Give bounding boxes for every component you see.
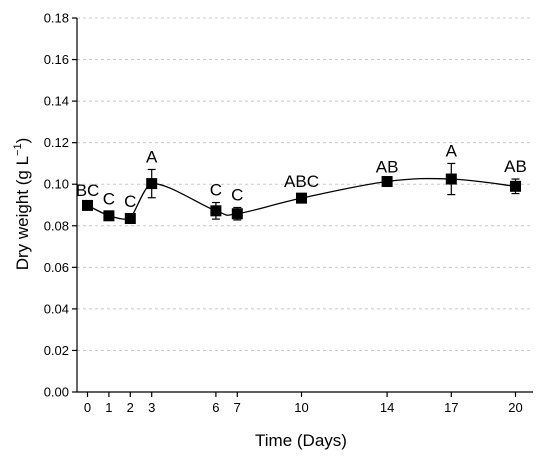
data-point [103,210,115,222]
data-point [296,192,307,204]
x-tick-label: 17 [444,400,458,415]
data-points [82,173,521,225]
significance-label: C [231,185,243,204]
y-tick-label: 0.16 [44,52,69,67]
x-axis-ticks: 0 1 2 3 6 7 10 14 17 20 [84,392,523,415]
significance-label: AB [504,157,527,176]
y-tick-label: 0.14 [44,94,69,109]
y-tick-label: 0.18 [44,11,69,26]
significance-label: BC [76,181,100,200]
x-tick-label: 7 [234,400,241,415]
y-tick-label: 0.06 [44,260,69,275]
y-tick-label: 0.08 [44,218,69,233]
y-tick-label: 0.10 [44,177,69,192]
x-tick-label: 3 [148,400,155,415]
significance-label: C [210,181,222,200]
x-tick-label: 14 [380,400,394,415]
gridlines [77,17,533,351]
significance-label: C [103,190,115,209]
data-point [381,176,393,188]
y-tick-label: 0.02 [44,343,69,358]
y-tick-label: 0.04 [44,301,69,316]
y-axis-title: Dry weight (g L−1) [12,138,32,271]
data-point [124,213,136,225]
x-tick-label: 1 [105,400,112,415]
y-axis-title-close: ) [13,138,32,144]
y-axis-title-main: Dry weight (g L [13,156,32,270]
x-tick-label: 0 [84,400,91,415]
significance-label: AB [376,157,399,176]
x-axis-title: Time (Days) [255,431,347,450]
x-tick-label: 20 [508,400,522,415]
y-tick-label: 0.12 [44,135,69,150]
series-curve [87,177,516,220]
y-axis-ticks: 0.00 0.02 0.04 0.06 0.08 0.10 0.12 0.14 0.16 0.18 [44,11,77,400]
significance-label: A [146,147,158,166]
significance-label: A [446,141,458,160]
x-tick-label: 6 [212,400,219,415]
data-point [445,173,457,185]
axes [76,18,533,393]
x-tick-label: 2 [127,400,134,415]
data-point [146,178,158,190]
significance-label: ABC [284,172,319,191]
data-point [82,199,93,211]
data-point [210,205,222,217]
x-tick-label: 10 [294,400,308,415]
series-line [87,177,516,220]
y-tick-label: 0.00 [44,385,69,400]
data-point [510,180,521,192]
data-point [231,208,243,220]
significance-label: C [124,192,136,211]
y-axis-title-superscript: −1 [12,143,24,156]
